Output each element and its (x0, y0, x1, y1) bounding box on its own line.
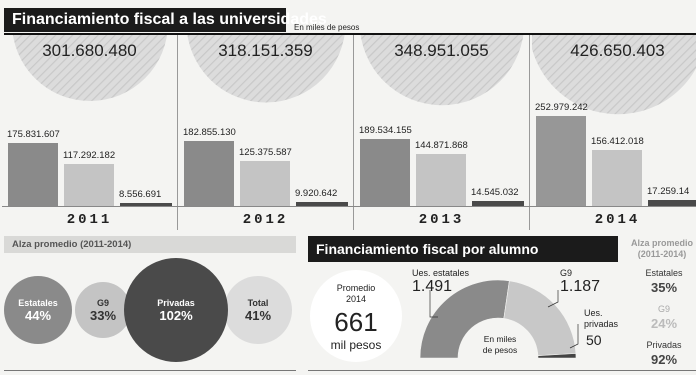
bar-2011-s1 (8, 143, 58, 206)
leader-line-2 (569, 324, 579, 349)
year-label-2012: 2012 (242, 212, 289, 228)
year-panel-2013: 348.951.055 189.534.155 144.871.868 14.545.… (356, 35, 527, 230)
bottom-rule-right (308, 370, 696, 371)
alza-circle-total: Total 41% (224, 276, 292, 344)
per-student-donut (419, 279, 579, 359)
bar-2011-s3 (120, 202, 172, 206)
year-label-2011: 2011 (66, 212, 113, 228)
bar-2014-s2 (592, 150, 642, 206)
right-alza-pct-0: 35% (650, 280, 678, 295)
privadas-value: 50 (586, 332, 602, 348)
bar-label-2013-s1: 189.534.155 (359, 124, 412, 136)
panel-separator (529, 35, 530, 230)
estatales-value: 1.491 (412, 278, 453, 295)
promedio-label: Promedio (336, 283, 376, 293)
year-panel-2012: 318.151.359 182.855.130 125.375.587 9.920.6… (180, 35, 351, 230)
promedio-value: 661 (334, 307, 378, 337)
bar-2011-s2 (64, 164, 114, 206)
alza-circle-estatales: Estatales 44% (4, 276, 72, 344)
g9-name: G9 (560, 268, 573, 278)
panel-separator (353, 35, 354, 230)
donut-slice-0 (419, 279, 510, 359)
alza-circle-pct: 41% (244, 307, 272, 323)
bar-label-2012-s3: 9.920.642 (295, 188, 338, 200)
total-value: 301.680.480 (42, 41, 137, 60)
right-alza-pct-2: 92% (650, 352, 678, 367)
bar-label-2011-s2: 117.292.182 (63, 150, 116, 162)
alza-circle-pct: 44% (24, 307, 52, 323)
panel-separator (177, 35, 178, 230)
total-circle-shape (187, 35, 345, 103)
bar-2012-s2 (240, 161, 290, 206)
year-panel-2011: 301.680.480 175.831.607 117.292.182 8.556.6… (4, 35, 175, 230)
bottom-rule-left (4, 370, 296, 371)
privadas-name: Ues. privadas (584, 308, 619, 329)
alza-circle-name: Privadas (157, 297, 195, 308)
donut-center-note: En miles de pesos (482, 334, 518, 355)
bar-2014-s1 (536, 116, 586, 206)
bar-label-2013-s3: 14.545.032 (471, 186, 519, 198)
year-panel-2014: 426.650.403 252.979.242 156.412.018 17.259.… (532, 35, 696, 230)
bar-2014-s3 (648, 199, 696, 206)
x-axis-line (2, 206, 696, 207)
bar-2012-s3 (296, 202, 348, 206)
total-circle (187, 35, 345, 103)
total-circle-shape (12, 35, 168, 101)
bar-label-2014-s1: 252.979.242 (535, 102, 588, 113)
donut-group (419, 279, 579, 359)
promedio-year: 2014 (345, 294, 367, 304)
bar-label-2014-s3: 17.259.14 (647, 185, 690, 197)
year-label-2014: 2014 (594, 212, 641, 228)
total-value: 318.151.359 (218, 41, 313, 60)
alza-header: Alza promedio (2011-2014) (4, 236, 296, 253)
unit-note: En miles de pesos (294, 23, 360, 32)
bar-2012-s1 (184, 140, 234, 206)
alza-circle-pct: 33% (89, 307, 117, 323)
total-circle (360, 35, 524, 106)
bar-label-2012-s2: 125.375.587 (239, 147, 292, 159)
bar-label-2012-s1: 182.855.130 (183, 126, 236, 138)
bar-label-2011-s1: 175.831.607 (7, 129, 60, 141)
total-value: 348.951.055 (394, 41, 489, 60)
total-circle (12, 35, 168, 101)
bar-label-2014-s2: 156.412.018 (591, 136, 644, 148)
right-alza-name-1: G9 (657, 304, 670, 314)
alza-circle-privadas: Privadas 102% (124, 258, 228, 362)
bar-label-2013-s2: 144.871.868 (415, 140, 468, 152)
bar-2013-s2 (416, 154, 466, 206)
total-circle-shape (532, 35, 696, 115)
right-alza-pct-1: 24% (650, 316, 678, 331)
leader-line-0 (429, 290, 438, 318)
bar-label-2011-s3: 8.556.691 (119, 188, 162, 200)
estatales-name: Ues. estatales (412, 268, 470, 278)
right-alza-name-0: Estatales (645, 268, 683, 278)
alza-circle-name: Total (247, 297, 269, 308)
top-rule (4, 33, 696, 35)
total-circle-shape (360, 35, 524, 106)
chart-title: Financiamiento fiscal a las universidade… (4, 8, 327, 32)
right-alza-label: Alza promedio (2011-2014) (630, 238, 693, 259)
alza-circle-pct: 102% (159, 307, 193, 323)
alza-circle-name: G9 (96, 297, 109, 308)
right-alza-name-2: Privadas (646, 340, 682, 350)
promedio-unit: mil pesos (330, 338, 382, 352)
year-label-2013: 2013 (418, 212, 465, 228)
alza-circle-g9: G9 33% (75, 282, 131, 338)
bar-2013-s1 (360, 138, 410, 206)
alza-circle-name: Estatales (18, 297, 58, 308)
promedio-circle (310, 270, 402, 362)
bar-2013-s3 (472, 200, 524, 206)
total-value: 426.650.403 (570, 41, 665, 60)
donut-slice-2 (537, 353, 577, 359)
per-student-title: Financiamiento fiscal por alumno (308, 236, 618, 262)
g9-value: 1.187 (560, 278, 601, 295)
total-circle (532, 35, 696, 115)
leader-line-1 (547, 290, 559, 308)
